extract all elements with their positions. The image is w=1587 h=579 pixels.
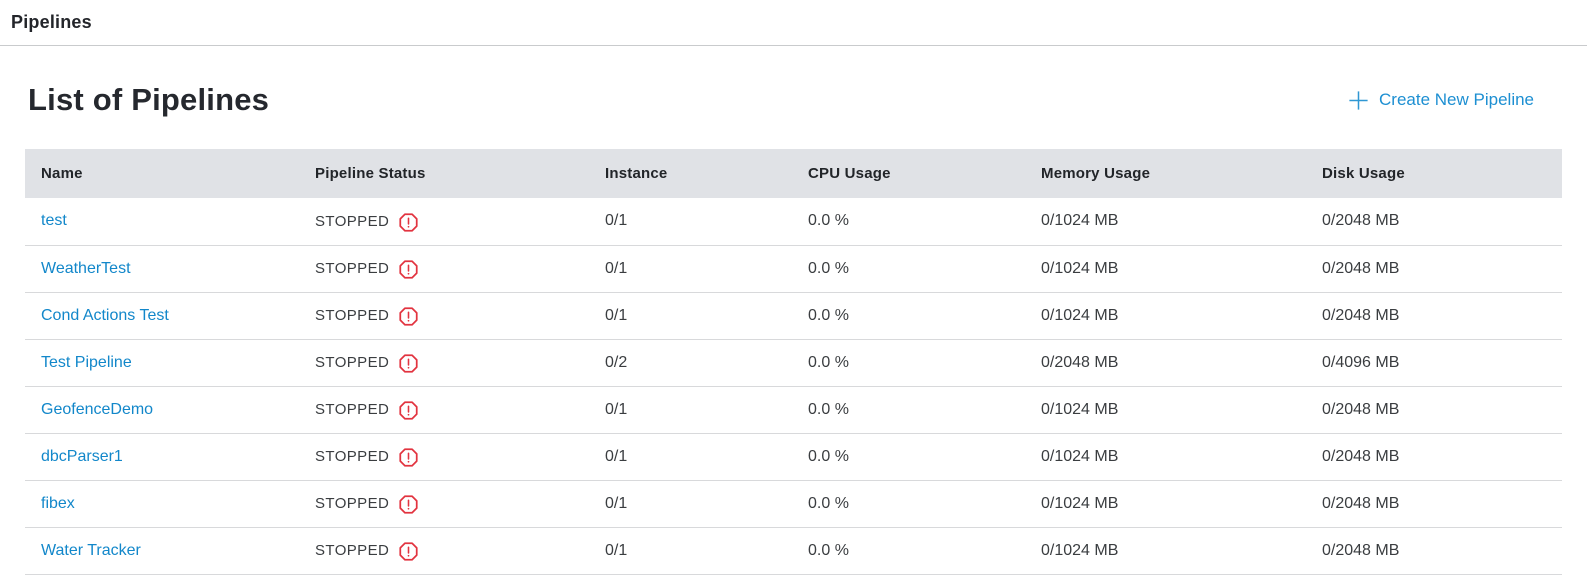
pipeline-instance-value: 0/1 bbox=[605, 259, 628, 277]
content-area: List of Pipelines Create New Pipeline Na… bbox=[0, 82, 1587, 575]
pipeline-status-cell: STOPPED bbox=[315, 340, 589, 386]
pipeline-instance-value: 0/1 bbox=[605, 306, 628, 324]
pipeline-memory-value: 0/1024 MB bbox=[1041, 447, 1119, 465]
pipeline-instance-value: 0/1 bbox=[605, 494, 628, 512]
topbar-title: Pipelines bbox=[11, 12, 92, 32]
table-row: GeofenceDemo STOPPED 0/1 0.0 % 0/1024 MB 0/20… bbox=[25, 386, 1562, 433]
pipeline-disk-value: 0/2048 MB bbox=[1322, 541, 1400, 559]
pipeline-status-cell: STOPPED bbox=[315, 198, 589, 244]
table-body: test STOPPED 0/1 0.0 % 0/1024 MB 0/2048 MB Wea… bbox=[25, 198, 1562, 574]
pipeline-memory-value: 0/2048 MB bbox=[1041, 353, 1119, 371]
table-header: Name Pipeline Status Instance CPU Usage Memo… bbox=[25, 149, 1562, 198]
octagon-alert-icon bbox=[398, 447, 419, 468]
pipeline-disk-value: 0/2048 MB bbox=[1322, 259, 1400, 277]
pipelines-table: Name Pipeline Status Instance CPU Usage Memo… bbox=[25, 149, 1562, 575]
pipeline-instance-value: 0/1 bbox=[605, 400, 628, 418]
pipeline-memory-value: 0/1024 MB bbox=[1041, 259, 1119, 277]
column-header-pipeline-status: Pipeline Status bbox=[315, 165, 426, 182]
pipeline-instance-value: 0/2 bbox=[605, 353, 628, 371]
table-row: Test Pipeline STOPPED 0/2 0.0 % 0/2048 MB 0/4… bbox=[25, 339, 1562, 386]
pipeline-cpu-value: 0.0 % bbox=[808, 212, 849, 230]
pipeline-name-link[interactable]: Cond Actions Test bbox=[41, 306, 169, 324]
pipeline-status-text: STOPPED bbox=[315, 307, 390, 324]
pipeline-memory-value: 0/1024 MB bbox=[1041, 400, 1119, 418]
pipeline-status-text: STOPPED bbox=[315, 495, 390, 512]
pipeline-name-link[interactable]: GeofenceDemo bbox=[41, 400, 154, 418]
column-header-name: Name bbox=[41, 165, 83, 182]
pipeline-status-cell: STOPPED bbox=[315, 481, 589, 527]
pipeline-status-text: STOPPED bbox=[315, 212, 390, 230]
pipeline-disk-value: 0/2048 MB bbox=[1322, 447, 1400, 465]
table-row: test STOPPED 0/1 0.0 % 0/1024 MB 0/2048 MB bbox=[25, 198, 1562, 245]
pipeline-memory-value: 0/1024 MB bbox=[1041, 306, 1119, 324]
pipeline-name-link[interactable]: Water Tracker bbox=[41, 541, 141, 559]
pipeline-status-cell: STOPPED bbox=[315, 528, 589, 574]
octagon-alert-icon bbox=[398, 353, 419, 374]
create-new-pipeline-button[interactable]: Create New Pipeline bbox=[1347, 89, 1534, 112]
table-row: WeatherTest STOPPED 0/1 0.0 % 0/1024 MB 0/204… bbox=[25, 245, 1562, 292]
pipeline-memory-value: 0/1024 MB bbox=[1041, 212, 1119, 230]
pipeline-status-cell: STOPPED bbox=[315, 246, 589, 292]
pipeline-memory-value: 0/1024 MB bbox=[1041, 541, 1119, 559]
table-row: fibex STOPPED 0/1 0.0 % 0/1024 MB 0/2048 MB bbox=[25, 480, 1562, 527]
pipeline-cpu-value: 0.0 % bbox=[808, 353, 849, 371]
pipeline-status-cell: STOPPED bbox=[315, 293, 589, 339]
octagon-alert-icon bbox=[398, 541, 419, 562]
pipeline-status-cell: STOPPED bbox=[315, 387, 589, 433]
pipeline-status-text: STOPPED bbox=[315, 354, 390, 371]
pipeline-name-link[interactable]: test bbox=[41, 212, 67, 230]
table-row: Water Tracker STOPPED 0/1 0.0 % 0/1024 MB 0/2… bbox=[25, 527, 1562, 574]
octagon-alert-icon bbox=[398, 259, 419, 280]
pipeline-instance-value: 0/1 bbox=[605, 212, 628, 230]
page-header: List of Pipelines Create New Pipeline bbox=[25, 82, 1562, 118]
pipeline-disk-value: 0/2048 MB bbox=[1322, 494, 1400, 512]
pipeline-status-cell: STOPPED bbox=[315, 434, 589, 480]
pipeline-name-link[interactable]: dbcParser1 bbox=[41, 447, 123, 465]
column-header-disk-usage: Disk Usage bbox=[1322, 165, 1405, 182]
column-header-instance: Instance bbox=[605, 165, 668, 182]
pipeline-name-link[interactable]: WeatherTest bbox=[41, 259, 131, 277]
column-header-cpu-usage: CPU Usage bbox=[808, 165, 891, 182]
pipeline-cpu-value: 0.0 % bbox=[808, 541, 849, 559]
pipeline-disk-value: 0/2048 MB bbox=[1322, 212, 1400, 230]
topbar: Pipelines bbox=[0, 0, 1587, 46]
page-title: List of Pipelines bbox=[28, 82, 270, 117]
pipeline-cpu-value: 0.0 % bbox=[808, 494, 849, 512]
pipeline-disk-value: 0/4096 MB bbox=[1322, 353, 1400, 371]
pipeline-disk-value: 0/2048 MB bbox=[1322, 306, 1400, 324]
pipeline-status-text: STOPPED bbox=[315, 542, 390, 559]
table-header-row: Name Pipeline Status Instance CPU Usage Memo… bbox=[25, 149, 1562, 198]
create-new-pipeline-label: Create New Pipeline bbox=[1379, 90, 1534, 109]
pipeline-memory-value: 0/1024 MB bbox=[1041, 494, 1119, 512]
pipeline-name-link[interactable]: fibex bbox=[41, 494, 75, 512]
octagon-alert-icon bbox=[398, 212, 419, 233]
octagon-alert-icon bbox=[398, 494, 419, 515]
table-row: Cond Actions Test STOPPED 0/1 0.0 % 0/1024 M… bbox=[25, 292, 1562, 339]
pipeline-name-link[interactable]: Test Pipeline bbox=[41, 353, 132, 371]
octagon-alert-icon bbox=[398, 306, 419, 327]
pipeline-cpu-value: 0.0 % bbox=[808, 400, 849, 418]
pipeline-disk-value: 0/2048 MB bbox=[1322, 400, 1400, 418]
pipeline-status-text: STOPPED bbox=[315, 401, 390, 418]
pipeline-instance-value: 0/1 bbox=[605, 447, 628, 465]
table-row: dbcParser1 STOPPED 0/1 0.0 % 0/1024 MB 0/2048… bbox=[25, 433, 1562, 480]
pipeline-instance-value: 0/1 bbox=[605, 541, 628, 559]
pipeline-cpu-value: 0.0 % bbox=[808, 447, 849, 465]
pipeline-status-text: STOPPED bbox=[315, 448, 390, 465]
plus-icon bbox=[1347, 89, 1370, 112]
octagon-alert-icon bbox=[398, 400, 419, 421]
column-header-memory-usage: Memory Usage bbox=[1041, 165, 1151, 182]
pipeline-status-text: STOPPED bbox=[315, 260, 390, 277]
pipeline-cpu-value: 0.0 % bbox=[808, 259, 849, 277]
pipeline-cpu-value: 0.0 % bbox=[808, 306, 849, 324]
